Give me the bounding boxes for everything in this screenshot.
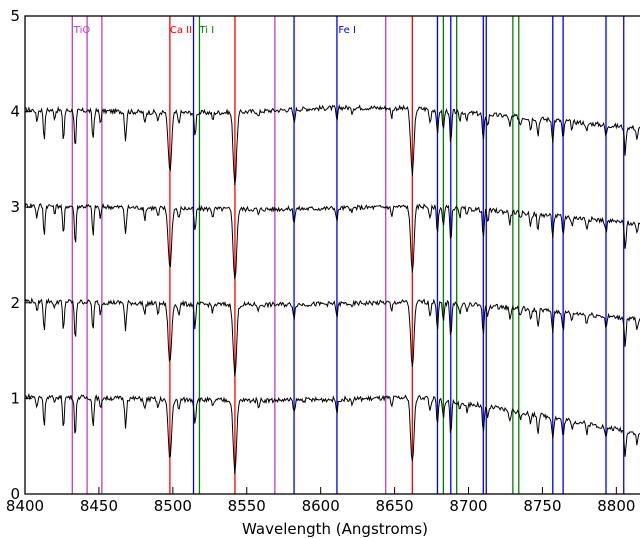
x-tick-label: 8450 (80, 497, 118, 515)
x-tick-label: 8750 (523, 497, 561, 515)
plot-frame (24, 15, 640, 495)
spectrum-line (24, 103, 640, 186)
y-tick-label: 3 (10, 198, 20, 216)
line-group-labels: TiO Ca II Ti I Fe I (73, 25, 356, 36)
y-axis-ticks: 0 1 2 3 4 5 (10, 7, 32, 503)
reference-lines (71, 16, 625, 494)
y-tick-label: 0 (10, 485, 20, 503)
spectrum-line (24, 393, 640, 475)
y-tick-label: 4 (10, 103, 20, 121)
x-tick-label: 8400 (6, 497, 44, 515)
spectra (24, 103, 640, 475)
x-tick-label: 8650 (375, 497, 413, 515)
x-tick-label: 8600 (302, 497, 340, 515)
line-group-label: TiO (73, 25, 91, 36)
y-tick-label: 1 (10, 389, 20, 407)
line-group-label: Fe I (338, 25, 356, 36)
x-tick-label: 8500 (154, 497, 192, 515)
spectrum-line (24, 297, 640, 377)
x-tick-label: 8700 (449, 497, 487, 515)
y-tick-label: 5 (10, 7, 20, 25)
x-axis-ticks: 8400 8450 8500 8550 8600 8650 8700 8750 8800 (6, 487, 635, 515)
line-group-label: Ti I (198, 25, 214, 36)
y-tick-label: 2 (10, 294, 20, 312)
spectrum-line (24, 202, 640, 280)
x-tick-label: 8550 (228, 497, 266, 515)
line-group-label: Ca II (170, 25, 192, 36)
x-axis-label: Wavelength (Angstroms) (242, 520, 428, 538)
x-tick-label: 8800 (597, 497, 635, 515)
